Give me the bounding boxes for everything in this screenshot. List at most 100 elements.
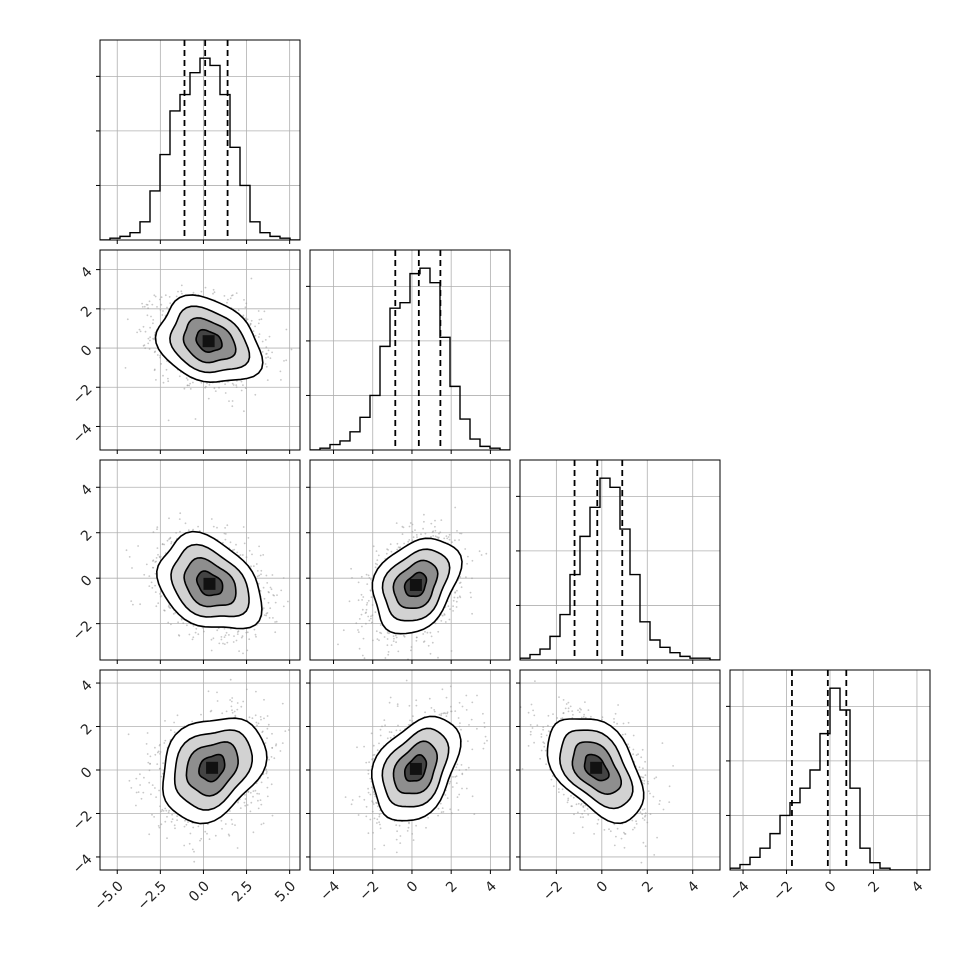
scatter-point xyxy=(179,530,181,533)
scatter-point xyxy=(246,318,249,321)
scatter-point xyxy=(224,383,227,386)
scatter-point xyxy=(263,717,265,720)
scatter-point xyxy=(441,614,444,617)
scatter-point xyxy=(168,606,171,609)
scatter-point xyxy=(285,359,288,362)
scatter-point xyxy=(469,591,472,594)
scatter-point xyxy=(213,291,216,294)
scatter-point xyxy=(126,318,129,321)
scatter-point xyxy=(162,762,165,764)
scatter-point xyxy=(458,539,460,541)
scatter-point xyxy=(251,553,253,556)
contour-line xyxy=(182,317,237,364)
scatter-point xyxy=(223,643,226,645)
scatter-point xyxy=(136,331,139,334)
scatter-point xyxy=(357,599,360,602)
scatter-point xyxy=(153,294,156,297)
scatter-point xyxy=(432,535,435,537)
scatter-point xyxy=(226,524,229,527)
scatter-point xyxy=(227,298,229,301)
scatter-point xyxy=(139,330,142,333)
scatter-point xyxy=(142,791,145,794)
scatter-point xyxy=(240,380,243,383)
histogram-panel-0 xyxy=(96,39,301,244)
contour-line xyxy=(371,537,463,635)
scatter-point xyxy=(235,639,238,642)
scatter-point xyxy=(455,600,458,603)
scatter-point xyxy=(471,612,473,615)
scatter-point xyxy=(154,561,157,563)
scatter-point xyxy=(459,576,462,578)
scatter-point xyxy=(368,619,371,622)
scatter-point xyxy=(386,644,389,647)
scatter-point xyxy=(228,634,230,636)
scatter-point xyxy=(453,596,456,599)
scatter-point xyxy=(159,751,162,753)
scatter-point xyxy=(365,573,368,576)
scatter-point xyxy=(206,832,208,835)
scatter-point xyxy=(212,637,215,640)
scatter-point xyxy=(351,577,353,579)
scatter-point xyxy=(379,624,382,626)
scatter-point xyxy=(411,523,414,526)
scatter-point xyxy=(164,294,167,297)
scatter-point xyxy=(145,743,148,745)
scatter-point xyxy=(210,638,213,641)
scatter-point xyxy=(231,697,234,699)
scatter-point xyxy=(451,541,453,544)
scatter-point xyxy=(158,555,161,558)
scatter-point xyxy=(454,592,456,594)
scatter-point xyxy=(357,631,360,633)
scatter-point xyxy=(169,537,172,540)
scatter-point xyxy=(183,387,186,390)
scatter-point xyxy=(365,608,368,611)
scatter-panel-2-0 xyxy=(96,459,301,664)
scatter-point xyxy=(148,300,151,303)
scatter-point xyxy=(239,554,242,556)
scatter-point xyxy=(152,337,155,340)
scatter-panel-1-0 xyxy=(96,249,301,454)
scatter-point xyxy=(245,302,248,305)
scatter-point xyxy=(348,600,351,603)
scatter-point xyxy=(456,596,459,599)
scatter-point xyxy=(376,559,379,561)
scatter-point xyxy=(255,563,258,565)
scatter-point xyxy=(415,639,418,642)
scatter-point xyxy=(363,657,366,660)
scatter-point xyxy=(271,574,274,576)
scatter-point xyxy=(166,837,168,840)
scatter-point xyxy=(216,629,219,632)
scatter-point xyxy=(392,635,395,637)
scatter-point xyxy=(267,349,270,352)
scatter-point xyxy=(186,379,189,381)
scatter-point xyxy=(152,531,155,533)
scatter-point xyxy=(135,777,138,780)
scatter-point xyxy=(285,328,288,331)
scatter-point xyxy=(206,382,208,385)
density-peak xyxy=(409,579,422,591)
scatter-point xyxy=(258,333,261,335)
scatter-point xyxy=(275,620,278,623)
scatter-point xyxy=(414,529,416,531)
scatter-point xyxy=(150,793,152,796)
scatter-point xyxy=(268,617,271,619)
scatter-point xyxy=(437,656,439,659)
scatter-point xyxy=(282,605,285,608)
scatter-point xyxy=(369,578,372,581)
scatter-point xyxy=(415,534,418,536)
scatter-point xyxy=(254,334,257,337)
scatter-point xyxy=(376,638,379,640)
scatter-point xyxy=(148,585,151,587)
scatter-point xyxy=(235,386,238,388)
scatter-point xyxy=(188,842,191,845)
scatter-point xyxy=(162,374,164,377)
scatter-point xyxy=(434,529,437,532)
scatter-point xyxy=(142,325,145,328)
scatter-point xyxy=(426,631,429,634)
scatter-point xyxy=(150,315,152,318)
scatter-point xyxy=(255,690,257,693)
scatter-point xyxy=(187,529,190,532)
scatter-point xyxy=(231,405,234,408)
scatter-point xyxy=(262,586,265,589)
scatter-point xyxy=(229,541,232,544)
